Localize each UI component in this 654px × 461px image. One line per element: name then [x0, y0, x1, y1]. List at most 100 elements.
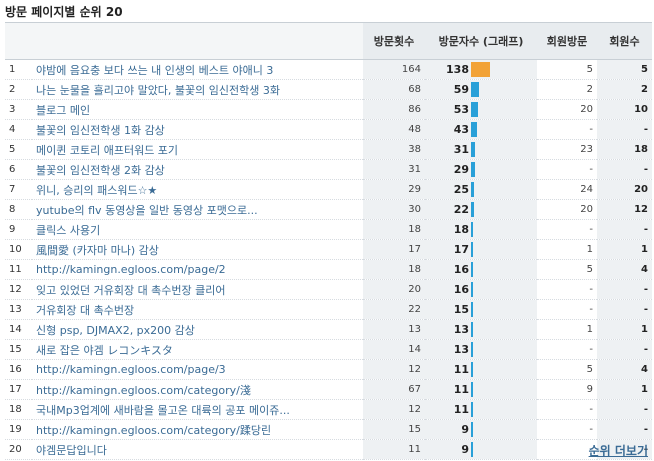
page-cell: 신형 psp, DJMAX2, px200 감상: [32, 319, 363, 340]
page-link[interactable]: 메이퀸 코토리 애프터워드 포기: [36, 143, 179, 157]
table-row: 15 새로 잡은 야겜 レコンキスタ 14 13 - -: [5, 339, 652, 360]
page-link[interactable]: 블로그 메인: [36, 103, 91, 117]
visitors-value: 11: [453, 383, 469, 396]
header-members: 회원수: [597, 22, 652, 60]
visitors-graph-cell: 17: [425, 239, 537, 260]
member-visits-cell: 5: [537, 259, 597, 280]
visitors-bar: [471, 402, 473, 417]
member-visits-cell: 23: [537, 139, 597, 160]
rank-cell: 16: [5, 359, 32, 380]
page-link[interactable]: 위니, 승리의 패스워드☆★: [36, 183, 158, 197]
page-link[interactable]: 새로 잡은 야겜 レコンキスタ: [36, 343, 173, 357]
page-cell: http://kamingn.egloos.com/page/2: [32, 259, 363, 280]
rank-cell: 8: [5, 199, 32, 220]
visitors-bar: [471, 302, 473, 317]
table-row: 17 http://kamingn.egloos.com/category/淺 67…: [5, 379, 652, 400]
visitors-value: 13: [453, 343, 469, 356]
visitors-graph-cell: 43: [425, 119, 537, 140]
header-visits: 방문횟수: [363, 22, 425, 60]
rank-cell: 20: [5, 439, 32, 460]
visits-cell: 18: [363, 259, 425, 280]
table-row: 20 야겜문답입니다 11 9 - -: [5, 439, 652, 460]
page-cell: 국내Mp3업계에 새바람을 몰고온 대륙의 공포 메이쥬...: [32, 399, 363, 420]
rank-cell: 10: [5, 239, 32, 260]
page-link[interactable]: 불꽃의 임신전학생 2화 감상: [36, 163, 165, 177]
visitors-bar: [471, 362, 473, 377]
visits-cell: 29: [363, 179, 425, 200]
visitors-graph-cell: 13: [425, 319, 537, 340]
header-page: [32, 22, 363, 60]
page-link[interactable]: http://kamingn.egloos.com/category/淺: [36, 383, 251, 397]
page-link[interactable]: http://kamingn.egloos.com/page/3: [36, 363, 226, 376]
page-link[interactable]: 야밤에 음요충 보다 쓰는 내 인생의 베스트 야애니 3: [36, 63, 274, 77]
visitors-value: 53: [453, 103, 469, 116]
page-link[interactable]: 클릭스 사용기: [36, 223, 101, 237]
members-cell: -: [597, 419, 652, 440]
table-row: 1 야밤에 음요충 보다 쓰는 내 인생의 베스트 야애니 3 164 138 5 5: [5, 59, 652, 80]
page-link[interactable]: 잊고 있었던 거유회장 대 촉수번장 클리어: [36, 283, 226, 297]
table-row: 16 http://kamingn.egloos.com/page/3 12 11 5 4: [5, 359, 652, 380]
member-visits-cell: -: [537, 419, 597, 440]
visitors-bar: [471, 442, 473, 457]
visitors-value: 13: [453, 323, 469, 336]
page-cell: 새로 잡은 야겜 レコンキスタ: [32, 339, 363, 360]
member-visits-cell: -: [537, 299, 597, 320]
member-visits-cell: -: [537, 219, 597, 240]
visitors-graph-cell: 9: [425, 419, 537, 440]
table-row: 14 신형 psp, DJMAX2, px200 감상 13 13 1 1: [5, 319, 652, 340]
header-rank: [5, 22, 32, 60]
table-row: 9 클릭스 사용기 18 18 - -: [5, 219, 652, 240]
rank-cell: 18: [5, 399, 32, 420]
visitors-value: 29: [453, 163, 469, 176]
rank-cell: 19: [5, 419, 32, 440]
members-cell: -: [597, 399, 652, 420]
page-link[interactable]: 나는 눈물을 흘리고야 말았다, 불꽃의 임신전학생 3화: [36, 83, 280, 97]
visitors-bar: [471, 182, 474, 197]
member-visits-cell: 1: [537, 319, 597, 340]
visits-cell: 68: [363, 79, 425, 100]
page-link[interactable]: 야겜문답입니다: [36, 443, 107, 457]
header-visitors: 방문자수 (그래프): [425, 22, 537, 60]
visits-cell: 15: [363, 419, 425, 440]
member-visits-cell: 2: [537, 79, 597, 100]
visits-cell: 13: [363, 319, 425, 340]
page-link[interactable]: 거유회장 대 촉수번장: [36, 303, 135, 317]
rank-cell: 15: [5, 339, 32, 360]
table-row: 10 風間愛 (카자마 마나) 감상 17 17 1 1: [5, 239, 652, 260]
page-link[interactable]: 불꽃의 임신전학생 1화 감상: [36, 123, 165, 137]
page-link[interactable]: http://kamingn.egloos.com/category/蹂당린: [36, 423, 272, 437]
visits-cell: 164: [363, 59, 425, 80]
rank-cell: 12: [5, 279, 32, 300]
rank-cell: 4: [5, 119, 32, 140]
visitors-value: 59: [453, 83, 469, 96]
page-link[interactable]: 신형 psp, DJMAX2, px200 감상: [36, 323, 195, 337]
visitors-bar: [471, 202, 474, 217]
members-cell: 1: [597, 379, 652, 400]
members-cell: 4: [597, 359, 652, 380]
more-ranks-link[interactable]: 순위 더보기: [588, 444, 648, 458]
rank-cell: 2: [5, 79, 32, 100]
visitors-value: 43: [453, 123, 469, 136]
members-cell: -: [597, 439, 652, 460]
members-cell: -: [597, 219, 652, 240]
page-cell: 클릭스 사용기: [32, 219, 363, 240]
visits-cell: 17: [363, 239, 425, 260]
members-cell: 4: [597, 259, 652, 280]
visits-cell: 12: [363, 359, 425, 380]
page-link[interactable]: 風間愛 (카자마 마나) 감상: [36, 243, 159, 257]
page-link[interactable]: 국내Mp3업계에 새바람을 몰고온 대륙의 공포 메이쥬...: [36, 403, 290, 417]
page-link[interactable]: yutube의 flv 동영상을 일반 동영상 포맷으로...: [36, 203, 258, 217]
rank-cell: 13: [5, 299, 32, 320]
page-cell: 風間愛 (카자마 마나) 감상: [32, 239, 363, 260]
visitors-bar: [471, 82, 479, 97]
page-cell: http://kamingn.egloos.com/category/淺: [32, 379, 363, 400]
visitors-graph-cell: 31: [425, 139, 537, 160]
visitors-value: 138: [446, 63, 469, 76]
page-link[interactable]: http://kamingn.egloos.com/page/2: [36, 263, 226, 276]
member-visits-cell: 1: [537, 239, 597, 260]
rank-cell: 11: [5, 259, 32, 280]
visitors-graph-cell: 11: [425, 379, 537, 400]
table-row: 13 거유회장 대 촉수번장 22 15 - -: [5, 299, 652, 320]
rank-cell: 7: [5, 179, 32, 200]
page-cell: 잊고 있었던 거유회장 대 촉수번장 클리어: [32, 279, 363, 300]
